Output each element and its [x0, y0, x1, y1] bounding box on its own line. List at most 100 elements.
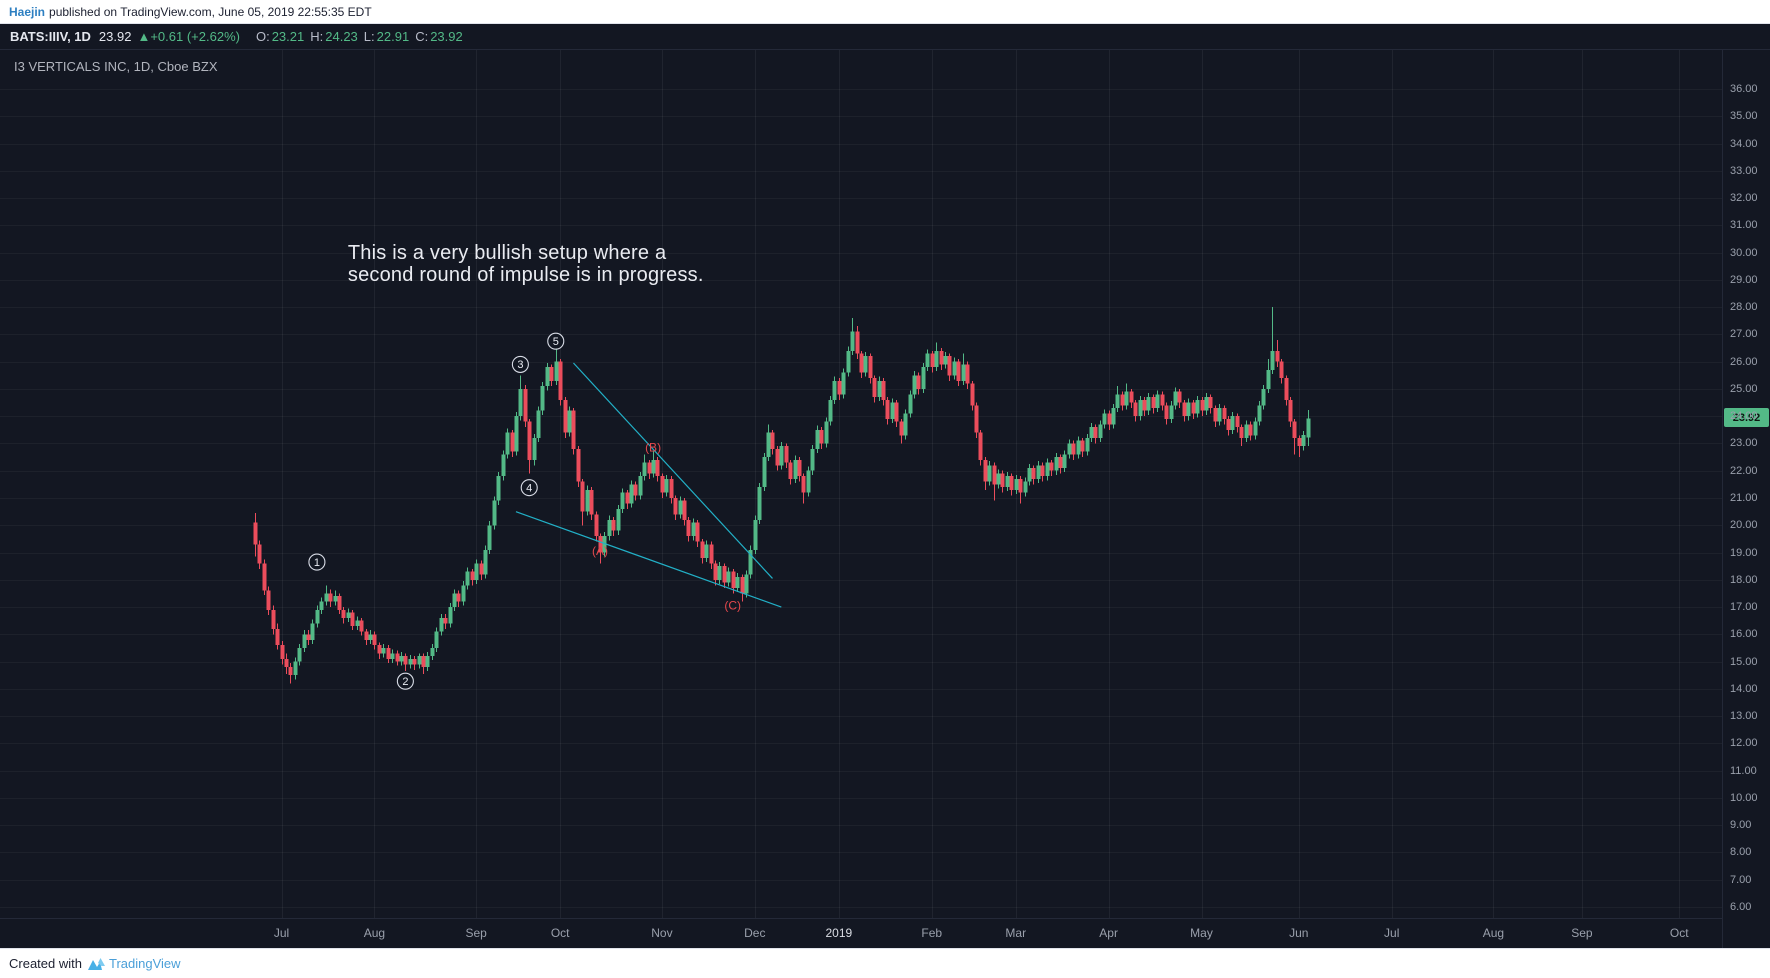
candle-body — [815, 429, 820, 449]
candle-body — [1009, 476, 1014, 490]
candle-body — [1000, 473, 1005, 488]
price-tick-label: 11.00 — [1730, 764, 1757, 777]
candle-body — [762, 457, 767, 488]
candle-body — [297, 647, 302, 662]
candle-body — [536, 410, 541, 439]
candle-body — [722, 566, 727, 583]
price-axis[interactable]: 23.92 36.00 35.00 34.00 33.00 32.00 31.00 30.0… — [1722, 50, 1770, 948]
time-tick-label: Aug — [363, 926, 386, 940]
candle-body — [881, 380, 886, 400]
price-tick-label: 33.00 — [1730, 164, 1758, 177]
open-label: O: — [255, 29, 270, 44]
tradingview-link[interactable]: TradingView — [87, 956, 181, 971]
candle-body — [1058, 457, 1063, 469]
candle-body — [1186, 402, 1191, 417]
candle-body — [576, 448, 581, 482]
candle-body — [908, 394, 913, 414]
candle-body — [1014, 478, 1019, 490]
candle-body — [748, 549, 753, 575]
time-tick-label: Sep — [1571, 926, 1593, 940]
candle-body — [1235, 416, 1240, 428]
candle-body — [1031, 468, 1036, 479]
price-tick-label: 29.00 — [1730, 273, 1758, 286]
candle-body — [549, 367, 554, 381]
candle-body — [633, 484, 638, 496]
candle-body — [965, 364, 970, 384]
candle-body — [1107, 413, 1112, 425]
candle-body — [1115, 394, 1120, 409]
candle-body — [1222, 408, 1227, 419]
price-tick-label: 6.00 — [1730, 901, 1752, 913]
candle-body — [337, 596, 342, 610]
candle-body — [801, 476, 806, 493]
candle-body — [731, 571, 736, 588]
time-axis[interactable]: Jul Aug Sep Oct Nov Dec 2019 Feb Mar Apr May Jun Jul… — [0, 918, 1722, 948]
publish-text: published on TradingView.com, June 05, 2… — [49, 4, 372, 19]
candle-body — [939, 350, 944, 365]
candle-body — [1160, 394, 1165, 406]
candle-body — [744, 574, 749, 594]
text-annotation: This is a very bullish setup where a sec… — [348, 242, 704, 286]
candle-body — [474, 563, 479, 580]
candle-body — [846, 350, 851, 373]
candle-body — [863, 356, 868, 373]
tradingview-logo-icon — [87, 957, 105, 970]
candle-body — [1098, 424, 1103, 439]
candle-body — [925, 353, 930, 368]
candle-body — [381, 647, 386, 654]
chart-legend[interactable]: I3 VERTICALS INC, 1D, Cboe BZX — [14, 59, 218, 74]
candle-body — [1191, 402, 1196, 414]
candle-body — [1182, 402, 1187, 417]
price-tick-label: 23.00 — [1730, 437, 1758, 450]
candle-body — [1292, 421, 1297, 439]
wave-letter-(A): (A) — [592, 544, 608, 558]
price-tick-label: 31.00 — [1730, 219, 1758, 232]
candle-body — [425, 656, 430, 668]
price-tick-label: 9.00 — [1730, 819, 1752, 832]
candle-body — [1248, 424, 1253, 436]
candle-body — [885, 399, 890, 419]
candle-body — [333, 596, 338, 602]
candle-body — [1239, 427, 1244, 439]
candle-body — [828, 399, 833, 422]
candle-body — [1195, 399, 1200, 414]
author-link[interactable]: Haejin — [9, 4, 46, 19]
candle-body — [952, 361, 957, 376]
wave-number-5: 5 — [553, 336, 559, 348]
candlestick-chart[interactable]: 1 2 3 4 5 (A) (B) (C) — [0, 50, 1722, 918]
candle-body — [439, 617, 444, 632]
candle-body — [872, 378, 877, 398]
candle-body — [324, 593, 329, 602]
candle-body — [664, 478, 669, 493]
price-tick-label: 25.00 — [1730, 382, 1758, 395]
candle-body — [1173, 391, 1178, 406]
candle-body — [399, 656, 404, 662]
wave-circle-4 — [520, 479, 538, 497]
candle-body — [647, 462, 652, 474]
candle-body — [691, 522, 696, 537]
candle-body — [890, 402, 895, 419]
price-tick-label: 21.00 — [1730, 492, 1758, 504]
candle-body — [1200, 399, 1205, 411]
candle-body — [1120, 394, 1125, 406]
tradingview-wordmark: TradingView — [108, 956, 181, 971]
candle-body — [775, 448, 780, 466]
candle-body — [1027, 468, 1032, 482]
time-tick-label: Jul — [1384, 926, 1400, 940]
candle-body — [673, 498, 678, 515]
candle-body — [877, 380, 882, 398]
candle-body — [372, 634, 377, 646]
candle-body — [806, 470, 811, 493]
price-tick-label: 12.00 — [1730, 737, 1758, 750]
price-tick-label: 28.00 — [1730, 301, 1758, 314]
symbol-name[interactable]: BATS:IIIV, 1D — [10, 29, 91, 44]
chart-pane[interactable]: 1 2 3 4 5 (A) (B) (C) I3 VERTICALS INC, 1D, Cbo… — [0, 50, 1722, 918]
time-tick-label: Jul — [273, 926, 290, 940]
candle-body — [894, 402, 899, 422]
price-tick-label: 8.00 — [1730, 846, 1752, 859]
price-tick-label: 7.00 — [1730, 873, 1752, 886]
candle-body — [1005, 476, 1010, 488]
candle-body — [1155, 394, 1160, 409]
candle-body — [903, 413, 908, 436]
price-tick-label: 34.00 — [1730, 137, 1758, 150]
